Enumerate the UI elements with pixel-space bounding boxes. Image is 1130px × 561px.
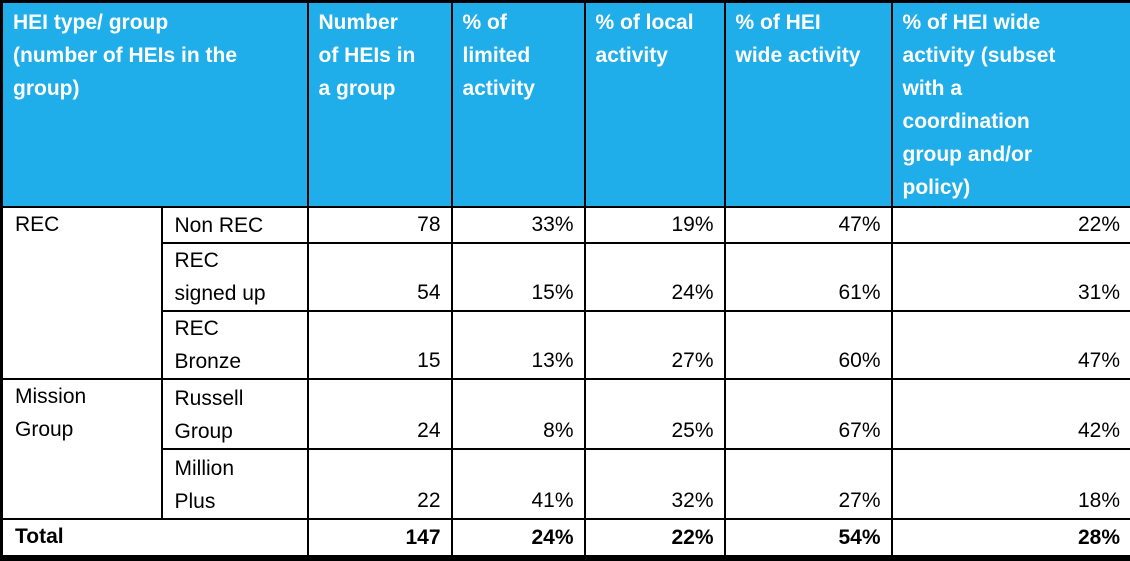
table-row-non-rec: REC Non REC 78 33% 19% 47% 22% [2,207,1130,243]
value-cell-pct-local: 24% [585,243,725,311]
table-row-rec-bronze: REC Bronze 15 13% 27% 60% 47% [2,311,1130,379]
value-cell-number-of-heis: 15 [308,311,452,379]
value-cell-pct-limited: 13% [452,311,585,379]
value-cell-pct-hei-wide: 60% [725,311,892,379]
header-cell-pct-hei-wide-subset: % of HEI wide activity (subset with a co… [892,2,1130,207]
header-row: HEI type/ group (number of HEIs in the g… [2,2,1130,207]
table-row-russell-group: Mission Group Russell Group 24 8% 25% 67… [2,379,1130,449]
row-label-cell: REC signed up [162,243,308,311]
header-cell-hei-type-group: HEI type/ group (number of HEIs in the g… [2,2,308,207]
row-label-cell: Russell Group [162,379,308,449]
header-cell-pct-local: % of local activity [585,2,725,207]
value-cell-pct-hei-wide-subset: 18% [892,449,1130,519]
value-cell-pct-hei-wide: 61% [725,243,892,311]
value-cell-pct-hei-wide-subset: 31% [892,243,1130,311]
row-label-cell: REC Bronze [162,311,308,379]
value-cell-pct-hei-wide: 27% [725,449,892,519]
value-cell-number-of-heis: 78 [308,207,452,243]
group-cell-rec: REC [2,207,162,379]
table-row-million-plus: Million Plus 22 41% 32% 27% 18% [2,449,1130,519]
header-cell-pct-hei-wide: % of HEI wide activity [725,2,892,207]
value-cell-pct-local: 32% [585,449,725,519]
table-row-rec-signed-up: REC signed up 54 15% 24% 61% 31% [2,243,1130,311]
value-cell-number-of-heis: 24 [308,379,452,449]
value-cell-pct-limited: 33% [452,207,585,243]
value-cell-pct-local: 25% [585,379,725,449]
row-label-cell: Non REC [162,207,308,243]
header-cell-pct-limited: % of limited activity [452,2,585,207]
value-cell-pct-local: 27% [585,311,725,379]
value-cell-pct-limited: 8% [452,379,585,449]
value-cell-pct-hei-wide-subset: 22% [892,207,1130,243]
value-cell-pct-hei-wide: 47% [725,207,892,243]
value-cell-number-of-heis: 54 [308,243,452,311]
row-label-cell: Million Plus [162,449,308,519]
value-cell-pct-limited: 15% [452,243,585,311]
value-cell-pct-local: 19% [585,207,725,243]
value-cell-pct-hei-wide-subset: 47% [892,311,1130,379]
value-cell-pct-hei-wide-subset: 42% [892,379,1130,449]
value-cell-pct-limited: 41% [452,449,585,519]
value-cell-pct-hei-wide: 67% [725,379,892,449]
header-cell-number-of-heis: Number of HEIs in a group [308,2,452,207]
group-cell-mission-group: Mission Group [2,379,162,519]
value-cell-number-of-heis: 22 [308,449,452,519]
